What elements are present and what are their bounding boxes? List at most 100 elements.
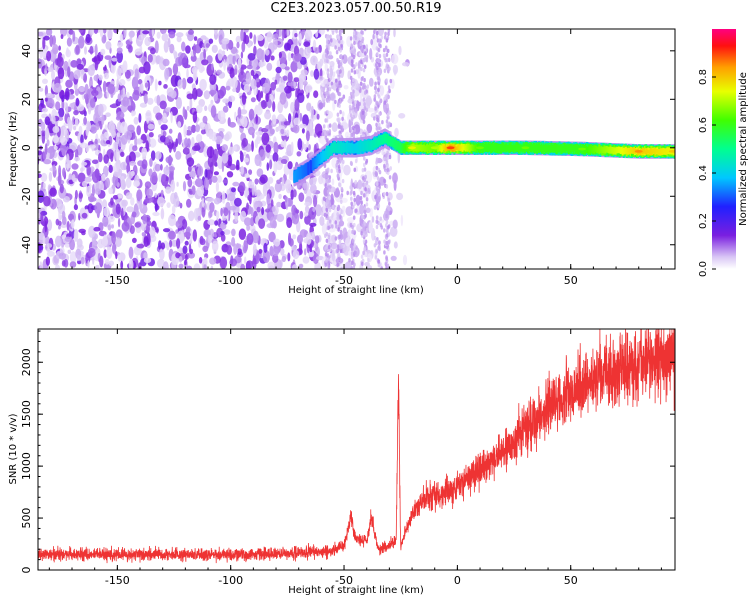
spectrogram-noise-cell xyxy=(101,173,106,182)
spectrogram-noise-cell xyxy=(143,93,148,104)
spectrogram-noise-cell xyxy=(223,207,229,217)
spectrogram-noise-cell xyxy=(336,58,339,63)
spectrogram-noise-cell xyxy=(196,104,203,114)
y-tick-label: 1000 xyxy=(20,452,33,480)
spectrogram-noise-cell xyxy=(119,33,124,42)
spectrogram-noise-cell xyxy=(52,126,60,133)
spectrogram-noise-cell xyxy=(78,35,85,49)
spectrogram-noise-cell xyxy=(181,219,188,230)
spectrogram-noise-cell xyxy=(187,252,195,259)
spectrogram-noise-cell xyxy=(346,190,350,196)
spectrogram-noise-cell xyxy=(163,84,168,89)
x-tick-label: -100 xyxy=(218,274,243,287)
spectrogram-noise-cell xyxy=(111,57,118,62)
spectrogram-noise-cell xyxy=(105,112,111,117)
spectrogram-noise-cell xyxy=(81,212,88,219)
spectrogram-noise-cell xyxy=(88,144,96,149)
spectrogram-noise-cell xyxy=(343,164,351,176)
spectrogram-noise-cell xyxy=(240,118,244,124)
spectrogram-noise-cell xyxy=(219,85,227,97)
spectrogram-noise-cell xyxy=(328,187,331,192)
spectrogram-noise-cell xyxy=(304,205,310,213)
spectrogram-noise-cell xyxy=(279,115,286,122)
spectrogram-noise-cell xyxy=(352,50,355,55)
spectrogram-noise-cell xyxy=(143,257,152,263)
spectrogram-noise-cell xyxy=(385,256,389,261)
spectrogram-noise-cell xyxy=(56,56,64,68)
spectrogram-noise-cell xyxy=(325,198,329,203)
spectrogram-noise-cell xyxy=(319,216,325,226)
spectrogram-noise-cell xyxy=(337,76,340,82)
spectrogram-peak xyxy=(408,146,416,150)
spectrogram-noise-cell xyxy=(283,121,291,126)
spectrogram-noise-cell xyxy=(375,122,378,128)
spectrogram-noise-cell xyxy=(73,228,79,242)
spectrogram-noise-cell xyxy=(240,51,244,59)
spectrogram-noise-cell xyxy=(338,32,342,37)
spectrogram-noise-cell xyxy=(61,94,65,103)
spectrogram-noise-cell xyxy=(241,41,246,53)
spectrogram-noise-cell xyxy=(354,180,358,185)
spectrogram-noise-cell xyxy=(384,153,388,158)
spectrogram-noise-cell xyxy=(105,177,110,188)
spectrogram-noise-cell xyxy=(355,194,361,206)
spectrogram-noise-cell xyxy=(340,218,343,223)
spectrogram-noise-cell xyxy=(331,84,334,90)
spectrogram-noise-cell xyxy=(162,58,170,67)
spectrogram-noise-cell xyxy=(267,176,274,184)
spectrogram-noise-cell xyxy=(159,135,167,143)
spectrogram-noise-cell xyxy=(388,201,391,206)
spectrogram-noise-cell xyxy=(165,156,174,164)
spectrogram-noise-cell xyxy=(81,161,88,166)
spectrogram-noise-cell xyxy=(331,178,335,186)
spectrogram-noise-cell xyxy=(323,91,326,96)
colorbar-tick-label: 0.8 xyxy=(698,69,709,85)
spectrogram-noise-cell xyxy=(175,220,183,229)
spectrogram-noise-cell xyxy=(134,135,138,148)
spectrogram-noise-cell xyxy=(383,191,386,197)
spectrogram-noise-cell xyxy=(41,107,48,113)
spectrogram-noise-cell xyxy=(336,187,339,192)
spectrogram-noise-cell xyxy=(364,213,368,218)
spectrogram-noise-cell xyxy=(87,260,90,268)
spectrogram-noise-cell xyxy=(122,60,128,73)
spectrogram-noise-cell xyxy=(160,164,163,171)
spectrogram-noise-cell xyxy=(85,33,91,44)
spectrogram-noise-cell xyxy=(203,264,207,269)
spectrogram-noise-cell xyxy=(147,54,153,63)
spectrogram-noise-cell xyxy=(122,96,129,107)
spectrogram-noise-cell xyxy=(204,202,207,211)
spectrogram-noise-cell xyxy=(348,258,351,263)
spectrogram-noise-cell xyxy=(334,236,338,241)
spectrogram-noise-cell xyxy=(140,83,144,94)
spectrogram-noise-cell xyxy=(287,197,294,207)
spectrogram-noise-cell xyxy=(339,195,343,200)
spectrogram-noise-cell xyxy=(158,80,162,86)
spectrogram-noise-cell xyxy=(115,237,122,248)
spectrogram-noise-cell xyxy=(270,81,277,91)
spectrogram-noise-cell xyxy=(318,102,324,110)
spectrogram-noise-cell xyxy=(103,66,107,71)
spectrogram-noise-cell xyxy=(144,82,148,88)
spectrogram-noise-cell xyxy=(358,101,361,107)
spectrogram-noise-cell xyxy=(86,165,91,176)
spectrogram-noise-cell xyxy=(246,233,254,245)
spectrogram-noise-cell xyxy=(315,235,320,244)
spectrogram-peak xyxy=(521,146,530,150)
spectrogram-noise-cell xyxy=(284,196,288,203)
spectrogram-noise-cell xyxy=(117,41,124,48)
spectrogram-noise-cell xyxy=(103,249,107,259)
spectrogram-noise-cell xyxy=(237,248,242,256)
spectrogram-noise-cell xyxy=(74,118,79,127)
spectrogram-noise-cell xyxy=(147,123,155,130)
spectrogram-noise-cell xyxy=(162,112,168,123)
spectrogram-noise-cell xyxy=(244,256,247,265)
spectrogram-noise-cell xyxy=(138,66,146,74)
spectrogram-noise-cell xyxy=(352,89,355,94)
spectrogram-noise-cell xyxy=(240,66,244,76)
spectrogram-noise-cell xyxy=(163,40,169,53)
spectrogram-noise-cell xyxy=(377,76,381,81)
spectrogram-noise-cell xyxy=(165,186,172,194)
spectrogram-noise-cell xyxy=(240,29,244,42)
